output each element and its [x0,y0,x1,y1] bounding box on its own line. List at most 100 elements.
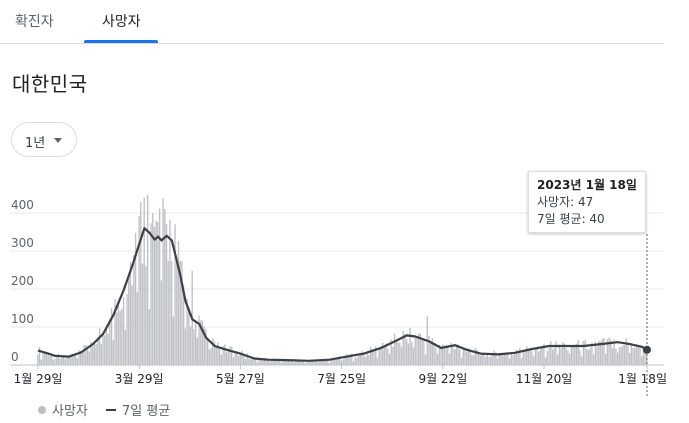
daily-death-bar [639,345,641,365]
daily-death-bar [345,353,348,365]
daily-death-bar [268,361,271,365]
daily-death-bar [539,349,542,365]
daily-death-bar [522,352,524,365]
daily-death-bar [337,358,339,365]
daily-death-bar [366,352,368,365]
daily-death-bar [486,354,488,365]
daily-death-bar [519,348,521,365]
daily-death-bar [249,359,252,365]
daily-death-bar [342,359,344,365]
legend-avg-label: 7일 평균 [122,404,171,419]
daily-death-bar [181,261,183,365]
daily-death-bar [311,361,313,365]
daily-death-bar [220,355,223,365]
daily-death-bar [580,356,583,365]
daily-death-bar [496,358,499,365]
daily-death-bar [201,320,204,365]
daily-death-bar [610,339,612,365]
daily-death-bar [196,337,199,365]
daily-death-bar [635,346,638,365]
daily-death-bar [80,350,82,365]
daily-death-bar [265,357,267,365]
daily-death-bar [589,348,591,365]
daily-death-bar [562,342,564,365]
daily-death-bar [373,351,375,365]
daily-death-bar [574,347,576,365]
daily-death-bar [472,355,475,365]
daily-death-bar [93,342,96,365]
daily-death-bar [520,357,523,365]
deaths-chart[interactable]: 0 100 200 300 400 1월 29일 3월 29일 5월 27일 7월 25일 9월 … [0,160,689,396]
daily-death-bar [236,352,238,365]
daily-death-bar [623,345,626,365]
daily-death-bar [315,359,317,365]
time-range-dropdown[interactable]: 1년 [11,122,77,157]
daily-death-bar [460,357,463,365]
daily-death-bar [303,359,305,365]
daily-death-bar [244,358,247,365]
daily-death-bar [117,299,120,365]
daily-death-bar [517,350,519,365]
legend-deaths-label: 사망자 [52,404,88,419]
tab-deaths[interactable]: 사망자 [102,14,141,30]
daily-death-bar [97,336,99,365]
daily-death-bar [548,347,550,365]
daily-death-bar [66,356,68,365]
daily-death-bar [158,208,161,365]
daily-death-bar [280,362,283,365]
daily-death-bar [49,356,51,365]
daily-death-bar [628,352,631,365]
daily-death-bar [208,349,211,365]
daily-death-bar [203,326,205,365]
x-tick-label: 5월 27일 [216,372,265,386]
x-tick-label: 11월 20일 [516,372,572,386]
x-tick-label: 1월 18일 [618,372,667,386]
daily-death-bar [514,351,516,365]
daily-death-bar [591,342,593,365]
daily-death-bar [124,330,126,365]
daily-death-bar [134,232,137,365]
daily-death-bar [502,355,504,365]
daily-death-bar [107,334,109,365]
daily-death-bar [447,347,449,365]
daily-death-bar [210,347,212,365]
daily-death-bar [429,343,432,365]
daily-death-bar [608,337,610,365]
daily-death-bar [572,346,574,365]
daily-death-bar [320,360,322,365]
daily-death-bar [229,346,231,365]
x-tick-label: 3월 29일 [115,372,164,386]
daily-death-bar [383,345,386,365]
daily-death-bar [95,344,97,365]
daily-death-bar [73,354,75,365]
daily-death-bar [330,359,332,365]
daily-death-bar [457,344,459,365]
daily-death-bar [71,353,73,365]
daily-death-bar [529,350,531,365]
daily-death-bar [141,263,144,365]
daily-death-bar [618,347,621,365]
daily-death-bar [57,354,60,365]
daily-death-bar [376,357,379,365]
daily-death-bar [467,348,470,365]
daily-death-bar [62,356,65,365]
tab-confirmed[interactable]: 확진자 [15,14,54,30]
daily-death-bar [177,241,180,365]
daily-death-bar [541,347,543,365]
daily-death-bar [200,320,202,365]
daily-death-bar [148,309,151,365]
time-range-label: 1년 [25,136,46,151]
daily-death-bar [488,356,490,365]
daily-death-bar [212,338,214,365]
daily-death-bar [544,357,547,365]
daily-death-bar [556,354,559,365]
daily-death-bar [122,296,125,365]
daily-death-bar [440,348,442,365]
daily-death-bar [375,346,377,365]
daily-death-bar [390,339,392,365]
daily-death-bar [246,353,248,365]
region-title: 대한민국 [12,72,88,96]
daily-death-bar [411,341,413,365]
daily-death-bar [594,341,597,365]
daily-death-bar [328,362,331,365]
